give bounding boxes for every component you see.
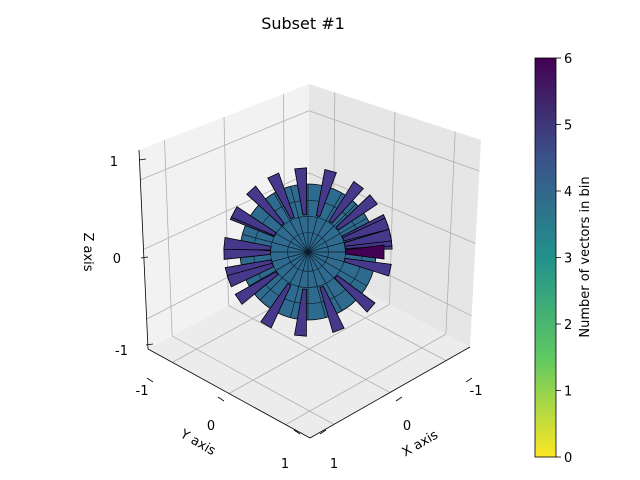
grid-line xyxy=(445,131,456,335)
facet-edge xyxy=(307,192,343,253)
bin-count-5 xyxy=(234,271,279,305)
y-tick-labels: -1 0 1 xyxy=(136,384,290,472)
x-tick xyxy=(465,377,473,383)
x-tick xyxy=(395,396,403,402)
z-tick xyxy=(138,158,147,161)
bin-count-5 xyxy=(226,262,275,288)
histogram-bins xyxy=(223,167,393,337)
axes-panes xyxy=(139,84,481,438)
z-tick xyxy=(140,256,149,259)
z-tick-label: 0 xyxy=(113,252,121,267)
z-axis-label: Z axis xyxy=(80,232,95,271)
axis-edges xyxy=(138,149,471,439)
grid-line xyxy=(308,172,476,244)
colorbar-tick-label: 4 xyxy=(564,185,572,200)
bin-count-5 xyxy=(223,237,272,251)
x-tick-label: -1 xyxy=(470,384,483,399)
floor-pane xyxy=(148,262,470,438)
bin-count-5 xyxy=(335,194,378,231)
z-tick xyxy=(145,343,154,346)
z-tick-labels: 1 0 -1 xyxy=(110,155,128,359)
x-tick xyxy=(319,429,327,435)
z-tick-label: -1 xyxy=(115,344,128,359)
chart-title: Subset #1 xyxy=(261,14,345,33)
bin-count-5 xyxy=(343,257,392,277)
x-tick-label: 0 xyxy=(403,419,411,434)
colorbar-tick-label: 5 xyxy=(564,119,572,134)
colorbar-tick-label: 3 xyxy=(564,252,572,267)
bin-count-5 xyxy=(334,274,376,313)
y-tick-label: 0 xyxy=(207,419,215,434)
y-tick xyxy=(293,429,301,435)
bin-count-5 xyxy=(267,172,295,220)
grid-line xyxy=(285,333,447,425)
facet-edge xyxy=(307,217,368,253)
facet-edge xyxy=(290,186,309,253)
y-tick xyxy=(217,396,225,402)
facet-edge xyxy=(307,203,357,253)
facet-edge xyxy=(242,234,309,253)
colorbar-label: Number of vectors in bin xyxy=(578,176,593,337)
facet-ring xyxy=(287,232,329,272)
z-axis-line xyxy=(138,149,149,350)
facet-edge xyxy=(290,251,309,318)
bin-count-5 xyxy=(230,206,277,237)
grid-line xyxy=(228,304,390,394)
x-tick-label: 1 xyxy=(330,457,338,472)
facet-edge xyxy=(248,251,309,287)
bin-count-5 xyxy=(342,217,390,242)
bin-count-5 xyxy=(294,288,307,337)
x-axis-line xyxy=(309,346,471,439)
bin-count-6 xyxy=(344,244,385,260)
facet-edge xyxy=(307,251,343,312)
x-tick-labels: 1 0 -1 xyxy=(330,384,483,472)
bin-count-5 xyxy=(315,168,337,217)
colorbar-ticks: 0 1 2 3 4 5 6 xyxy=(556,52,572,466)
axis-ticks xyxy=(138,158,473,435)
facet-edge xyxy=(273,192,309,253)
facet-edge xyxy=(259,251,309,301)
colorbar-tick-label: 2 xyxy=(564,318,572,333)
y-axis-line xyxy=(147,348,311,439)
bin-count-5 xyxy=(246,185,285,227)
y-tick-label: 1 xyxy=(281,457,289,472)
bin-count-5 xyxy=(319,285,345,334)
facet-edge xyxy=(307,251,326,318)
bin-count-5 xyxy=(260,282,292,329)
y-tick-label: -1 xyxy=(136,384,149,399)
colorbar-tick-label: 0 xyxy=(564,451,572,466)
z-tick-label: 1 xyxy=(110,155,118,170)
facet-edge xyxy=(307,251,368,287)
y-tick xyxy=(146,377,154,383)
colorbar-tick-label: 1 xyxy=(564,385,572,400)
bin-count-5 xyxy=(294,167,308,216)
colorbar-tick-label: 6 xyxy=(564,52,572,67)
bin-count-5 xyxy=(328,180,364,224)
colorbar xyxy=(534,57,557,458)
